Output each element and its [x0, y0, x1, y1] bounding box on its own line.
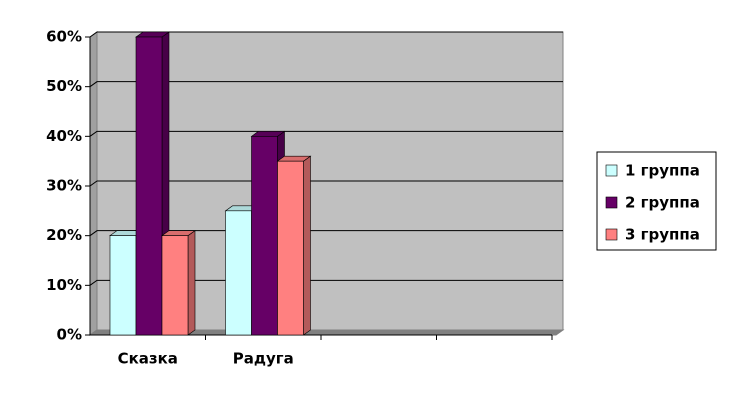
bar-side [187, 230, 196, 336]
y-tick-label: 0% [57, 326, 82, 344]
y-tick-label: 50% [46, 77, 82, 95]
bar [225, 210, 252, 336]
x-tick-label: Сказка [118, 350, 178, 368]
bar [109, 235, 137, 336]
y-tick-label: 40% [46, 127, 82, 145]
y-tick-label: 30% [46, 177, 82, 195]
grid-line [89, 81, 563, 88]
grid-line [89, 230, 563, 237]
grid-line [89, 279, 563, 286]
grid-line [89, 180, 563, 187]
legend-label: 2 группа [625, 194, 700, 212]
bar [277, 160, 304, 336]
bar [135, 36, 163, 336]
y-tick-label: 20% [46, 226, 82, 244]
x-tick-label: Радуга [233, 350, 294, 368]
grid-line [89, 130, 563, 137]
legend-label: 3 группа [625, 226, 700, 244]
legend-label: 1 группа [625, 162, 700, 180]
bar-side [303, 155, 311, 336]
y-tick-label: 10% [46, 276, 82, 294]
bar [251, 136, 278, 336]
legend-swatch [605, 196, 618, 209]
legend-swatch [605, 164, 618, 177]
bar [161, 235, 189, 336]
y-tick-label: 60% [46, 28, 82, 46]
legend-swatch [605, 228, 618, 241]
grid-line [89, 31, 563, 38]
